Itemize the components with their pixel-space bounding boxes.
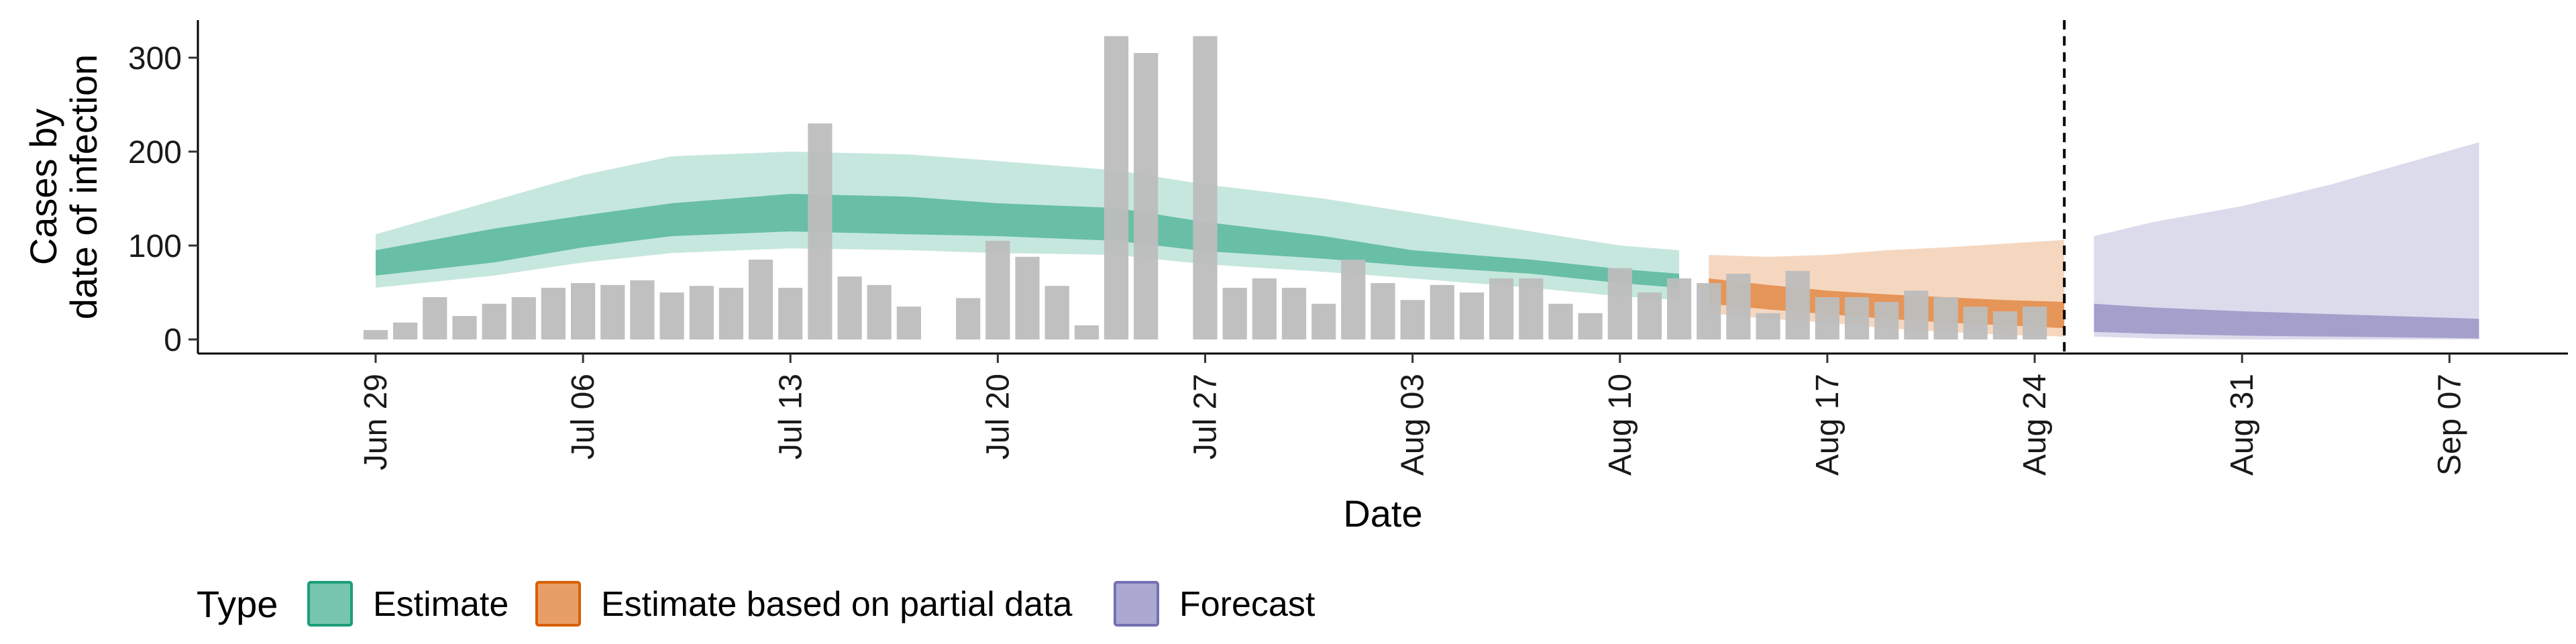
- x-tick-label: Jun 29: [358, 374, 394, 470]
- x-tick-label: Aug 10: [1603, 374, 1638, 476]
- y-tick-label: 300: [128, 41, 182, 76]
- case-bar: [571, 283, 596, 339]
- y-tick-label: 200: [128, 135, 182, 170]
- case-bar: [1548, 303, 1573, 339]
- x-tick-label: Jul 06: [566, 374, 601, 460]
- ribbon-outer-2: [2094, 142, 2479, 339]
- case-bar: [1193, 36, 1218, 340]
- case-bar: [985, 241, 1010, 339]
- x-tick-label: Jul 27: [1188, 374, 1224, 460]
- axes: 0 100 200 300 Jun 29 Jul 06 Jul 13 Jul 20 Jul 27…: [22, 20, 2568, 535]
- case-bar: [482, 303, 506, 339]
- x-tick-label: Aug 03: [1395, 374, 1431, 476]
- case-bar: [452, 316, 477, 339]
- case-bar: [1637, 292, 1662, 339]
- observed-cases-bars: [363, 36, 2047, 340]
- case-bar: [1904, 290, 1929, 339]
- case-bar: [1074, 325, 1099, 339]
- case-bar: [749, 260, 773, 339]
- legend: Type Estimate Estimate based on partial da…: [197, 581, 1316, 627]
- case-bar: [1756, 313, 1780, 339]
- case-bar: [1222, 288, 1247, 339]
- case-bar: [659, 292, 684, 339]
- case-bar: [2023, 307, 2047, 339]
- case-bar: [1489, 278, 1514, 339]
- y-axis-title: Cases bydate of infection: [22, 54, 105, 319]
- case-bar: [1963, 307, 1988, 339]
- case-bar: [1785, 270, 1810, 339]
- case-bar: [630, 280, 655, 339]
- case-bar: [1845, 297, 1870, 339]
- case-bar: [1371, 283, 1395, 339]
- case-bar: [1933, 297, 1958, 339]
- case-bar: [1578, 313, 1603, 339]
- case-bar: [1459, 292, 1485, 339]
- ribbon-inner-0: [376, 194, 1680, 288]
- case-bar: [1992, 311, 2017, 339]
- case-bar: [1519, 278, 1544, 339]
- case-bar: [1607, 268, 1632, 339]
- case-bar: [1311, 303, 1336, 339]
- legend-key: [307, 581, 353, 627]
- legend-label: Estimate: [373, 585, 508, 624]
- case-bar: [1341, 260, 1366, 339]
- case-bar: [837, 276, 862, 339]
- y-tick-label: 100: [128, 229, 182, 264]
- case-bar: [1252, 278, 1277, 339]
- x-tick-label: Jul 13: [773, 374, 808, 460]
- case-bar: [1697, 283, 1721, 339]
- case-bar: [778, 288, 803, 339]
- case-bar: [808, 123, 833, 339]
- y-tick-label: 0: [164, 323, 182, 358]
- legend-key: [1114, 581, 1159, 627]
- case-bar: [956, 298, 981, 339]
- legend-title: Type: [197, 583, 278, 625]
- case-bar: [541, 288, 566, 339]
- case-bar: [1874, 302, 1899, 339]
- case-bar: [511, 297, 536, 339]
- x-tick-label: Aug 24: [2017, 374, 2053, 476]
- case-bar: [689, 286, 714, 339]
- case-bar: [718, 288, 743, 339]
- case-bar: [1815, 297, 1839, 339]
- case-bar: [1726, 274, 1751, 339]
- legend-label: Estimate based on partial data: [601, 585, 1073, 624]
- case-bar: [363, 330, 388, 339]
- case-bar: [1400, 300, 1425, 339]
- y-axis-title-line: date of infection: [62, 54, 105, 319]
- case-bar: [1667, 278, 1692, 339]
- y-axis-title-line: Cases by: [22, 109, 64, 265]
- x-tick-label: Jul 20: [980, 374, 1016, 460]
- case-bar: [1281, 288, 1307, 339]
- x-axis-title: Date: [1343, 492, 1422, 535]
- case-bar: [393, 322, 418, 339]
- case-bar: [1134, 53, 1159, 339]
- case-bar: [1104, 36, 1129, 340]
- x-tick-label: Aug 17: [1810, 374, 1845, 476]
- case-bar: [423, 297, 447, 339]
- case-bar: [867, 284, 892, 339]
- legend-key: [535, 581, 581, 627]
- case-bar: [896, 307, 921, 339]
- case-bar: [1044, 286, 1069, 339]
- case-bar: [600, 284, 625, 339]
- ribbon-inner-2: [2094, 303, 2479, 339]
- x-tick-label: Aug 31: [2224, 374, 2260, 476]
- legend-label: Forecast: [1179, 585, 1316, 624]
- case-bar: [1430, 284, 1454, 339]
- case-bar: [1015, 256, 1040, 339]
- x-tick-label: Sep 07: [2432, 374, 2467, 476]
